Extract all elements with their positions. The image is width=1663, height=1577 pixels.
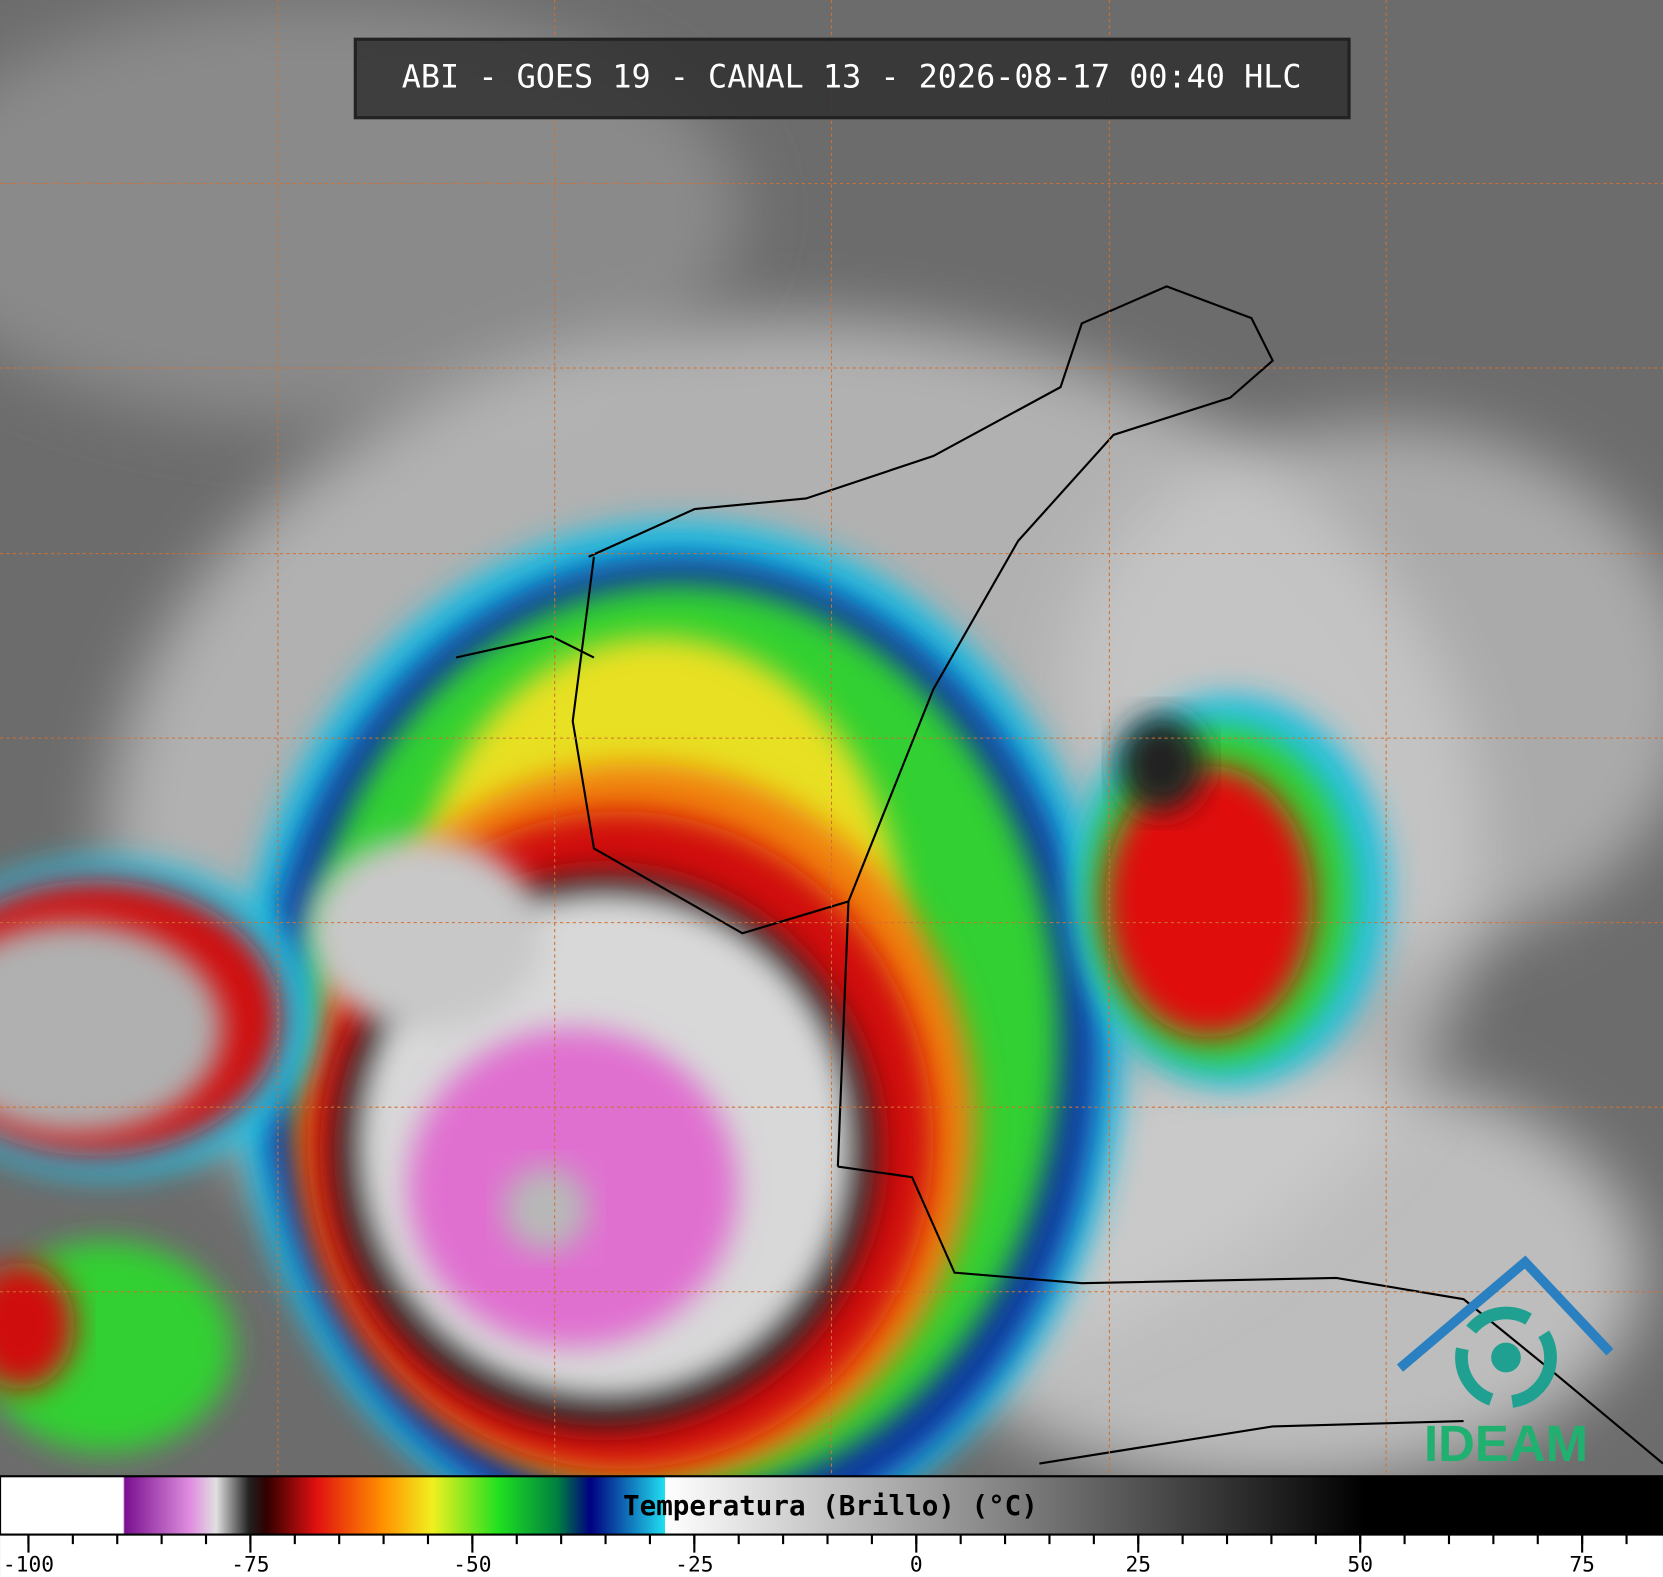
colorbar [0, 1475, 1663, 1536]
title-box [353, 37, 1351, 120]
tick-label: -25 [675, 1552, 713, 1577]
graticule [0, 0, 1663, 1477]
tick-label: 75 [1569, 1552, 1595, 1577]
logo: IDEAM [1396, 1255, 1614, 1472]
logo-text: IDEAM [1424, 1415, 1588, 1472]
coastline [455, 285, 1663, 1465]
tick-label: 25 [1125, 1552, 1151, 1577]
tick-label: 0 [910, 1552, 923, 1577]
colorbar-label: Temperatura (Brillo) (°C) [623, 1489, 1038, 1522]
title: ABI - GOES 19 - CANAL 13 - 2026-08-17 00… [402, 57, 1302, 95]
colorbar-ticks: -100 -75 -50 -25 0 25 50 75 [3, 1534, 1628, 1577]
tick-label: -75 [231, 1552, 269, 1577]
tick-label: -100 [3, 1552, 54, 1577]
tick-label: -50 [453, 1552, 491, 1577]
tick-label: 50 [1347, 1552, 1373, 1577]
